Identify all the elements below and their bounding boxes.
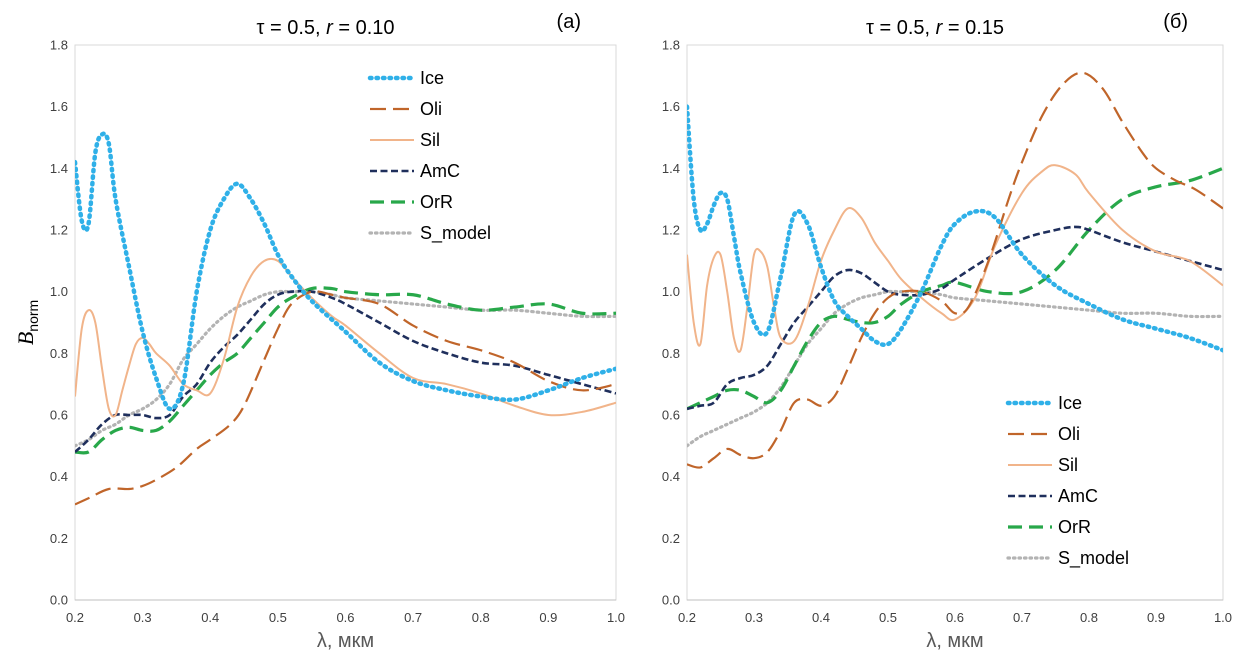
x-tick-label: 0.7: [1013, 610, 1031, 625]
series-line-amc: [75, 289, 616, 453]
series-group: [687, 71, 1223, 469]
legend-label: S_model: [420, 223, 491, 244]
series-line-s-model: [687, 289, 1223, 448]
x-tick-label: 0.3: [134, 610, 152, 625]
legend-label: Oli: [1058, 424, 1080, 444]
legend-label: AmC: [1058, 486, 1098, 506]
panel-label: (a): [557, 11, 581, 33]
series-line-s-model: [75, 289, 616, 448]
x-tick-label: 0.8: [1080, 610, 1098, 625]
x-tick-label: 0.6: [336, 610, 354, 625]
y-tick-label: 1.2: [662, 223, 680, 238]
legend: Ice Oli Sil AmC OrR S_model: [367, 68, 491, 244]
legend: Ice Oli Sil AmC OrR S_model: [1005, 393, 1129, 569]
chart-title: τ = 0.5, r = 0.15: [866, 17, 1004, 39]
y-axis-label: Bnorm: [13, 300, 41, 345]
legend-label: AmC: [420, 161, 460, 181]
chart-panel-1: 0.0 0.2 0.4 0.6 0.8 1.0 1.2 1.4 1.6 1.8 0.2 0.3 0.4 0…: [13, 11, 625, 652]
y-tick-label: 1.2: [50, 223, 68, 238]
y-tick-label: 0.2: [50, 531, 68, 546]
legend-label: Oli: [420, 99, 442, 119]
x-tick-label: 0.7: [404, 610, 422, 625]
x-tick-label: 1.0: [607, 610, 625, 625]
chart-panel-2: 0.0 0.2 0.4 0.6 0.8 1.0 1.2 1.4 1.6 1.8 0.2 0.3 0.4 0…: [662, 11, 1232, 652]
x-tick-label: 0.5: [879, 610, 897, 625]
legend-label: Ice: [420, 68, 444, 88]
series-line-orr: [687, 166, 1223, 411]
legend-label: S_model: [1058, 548, 1129, 569]
y-tick-label: 0.2: [662, 531, 680, 546]
x-tick-label: 0.5: [269, 610, 287, 625]
y-tick-label: 0.8: [662, 346, 680, 361]
y-tick-label: 1.4: [662, 161, 680, 176]
series-line-orr: [75, 286, 616, 455]
y-tick-label: 1.6: [662, 99, 680, 114]
y-tick-label: 1.4: [50, 161, 68, 176]
series-line-amc: [687, 225, 1223, 411]
y-tick-label: 0.0: [50, 593, 68, 608]
x-tick-label: 0.9: [1147, 610, 1165, 625]
y-tick-label: 1.0: [662, 284, 680, 299]
series-line-sil: [75, 257, 616, 418]
x-tick-label: 0.2: [678, 610, 696, 625]
y-tick-label: 1.6: [50, 99, 68, 114]
y-tick-label: 0.8: [50, 346, 68, 361]
y-tick-label: 0.6: [662, 408, 680, 423]
x-tick-label: 1.0: [1214, 610, 1232, 625]
legend-label: Ice: [1058, 393, 1082, 413]
x-tick-label: 0.4: [201, 610, 219, 625]
legend-label: Sil: [420, 130, 440, 150]
x-tick-label: 0.6: [946, 610, 964, 625]
panel-label: (б): [1163, 11, 1188, 33]
series-group: [75, 131, 616, 506]
y-tick-label: 0.4: [50, 469, 68, 484]
series-line-oli: [75, 290, 616, 506]
legend-label: Sil: [1058, 455, 1078, 475]
x-axis-label: λ, мкм: [926, 630, 983, 652]
y-tick-label: 0.0: [662, 593, 680, 608]
series-line-ice: [75, 131, 616, 412]
y-tick-label: 1.8: [50, 38, 68, 53]
x-tick-label: 0.9: [539, 610, 557, 625]
y-tick-label: 0.6: [50, 408, 68, 423]
x-tick-label: 0.3: [745, 610, 763, 625]
x-tick-label: 0.8: [472, 610, 490, 625]
series-line-sil: [687, 164, 1223, 353]
plot-area-border: [686, 44, 1224, 601]
x-axis-label: λ, мкм: [317, 630, 374, 652]
series-line-ice: [687, 104, 1223, 353]
x-tick-label: 0.4: [812, 610, 830, 625]
legend-label: OrR: [1058, 517, 1091, 537]
legend-label: OrR: [420, 192, 453, 212]
x-tick-label: 0.2: [66, 610, 84, 625]
y-tick-label: 1.8: [662, 38, 680, 53]
y-tick-label: 0.4: [662, 469, 680, 484]
chart-title: τ = 0.5, r = 0.10: [257, 17, 395, 39]
y-tick-label: 1.0: [50, 284, 68, 299]
plot-area-border: [74, 44, 617, 601]
series-line-oli: [687, 71, 1223, 469]
